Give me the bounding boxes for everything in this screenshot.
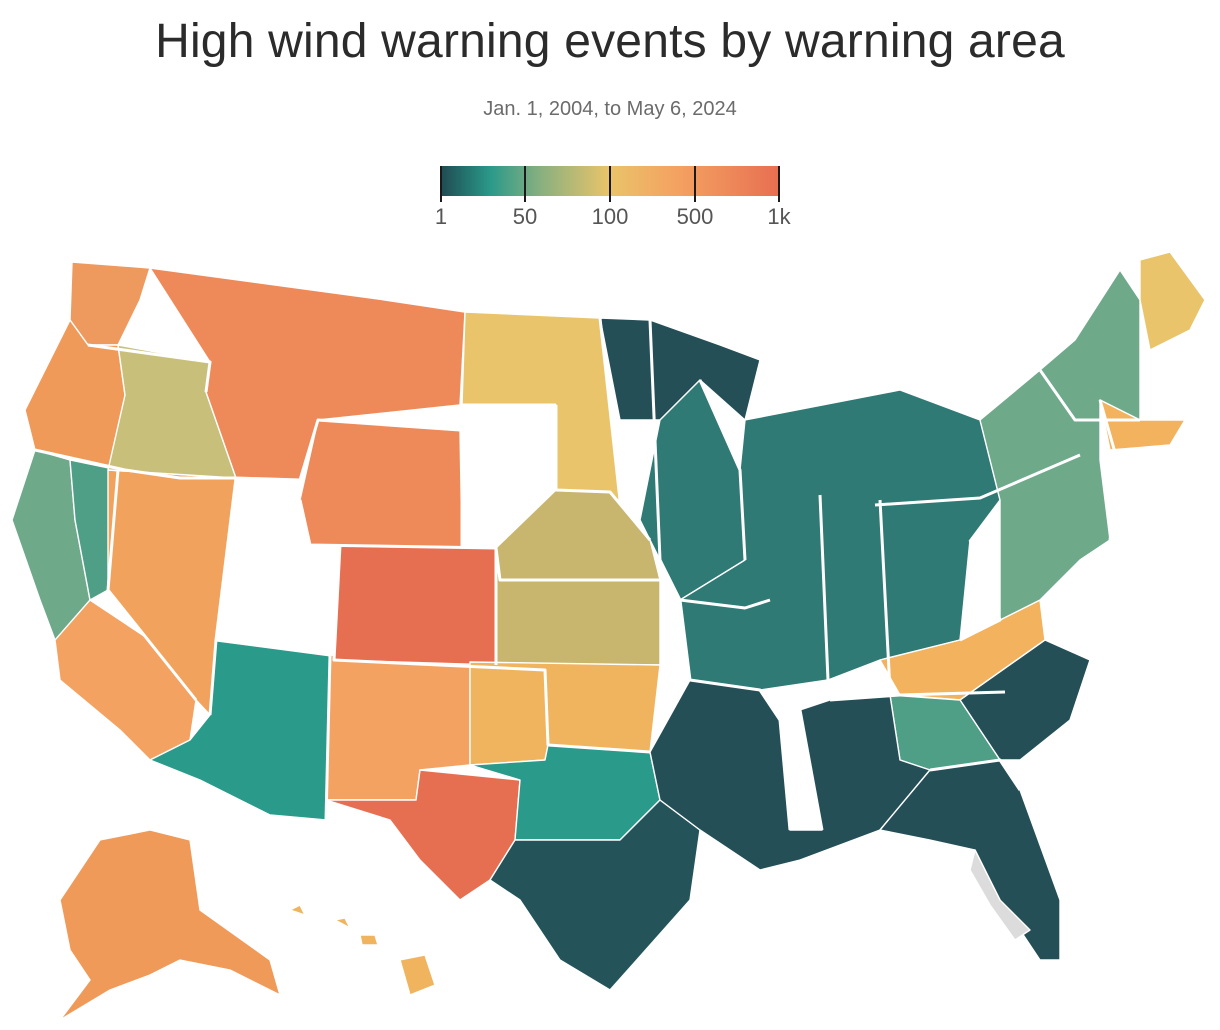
warning-area-wyoming (299, 419, 463, 549)
legend-tick (440, 166, 442, 202)
legend-tick (609, 166, 611, 202)
legend-tick (694, 166, 696, 202)
legend-label: 500 (676, 204, 714, 229)
state-borders (34, 317, 1140, 831)
warning-area-washington-coast (69, 261, 151, 346)
legend-label: 50 (512, 204, 538, 229)
warning-area-new-england-coast (1099, 399, 1186, 451)
warning-area-hawaii (289, 904, 436, 996)
warning-area-northeast (979, 269, 1141, 621)
legend-tick (778, 166, 780, 202)
legend-label: 100 (591, 204, 629, 229)
legend-label: 1 (434, 204, 448, 229)
map-title: High wind warning events by warning area (155, 15, 1065, 68)
legend-label: 1k (767, 204, 791, 229)
warning-area-maine (1139, 251, 1206, 351)
color-legend: 1 50 100 500 1k (430, 160, 800, 240)
warning-area-colorado-front-range (333, 544, 497, 666)
legend-tick (524, 166, 526, 202)
map-subtitle: Jan. 1, 2004, to May 6, 2024 (483, 98, 737, 120)
warning-area-nebraska-kansas (495, 489, 661, 666)
warning-area-texas-east-gulf (489, 799, 701, 991)
warning-area-alaska (59, 829, 281, 1021)
us-warning-area-map (11, 251, 1206, 1021)
warning-area-florida-gulf-no-data (969, 849, 1031, 941)
